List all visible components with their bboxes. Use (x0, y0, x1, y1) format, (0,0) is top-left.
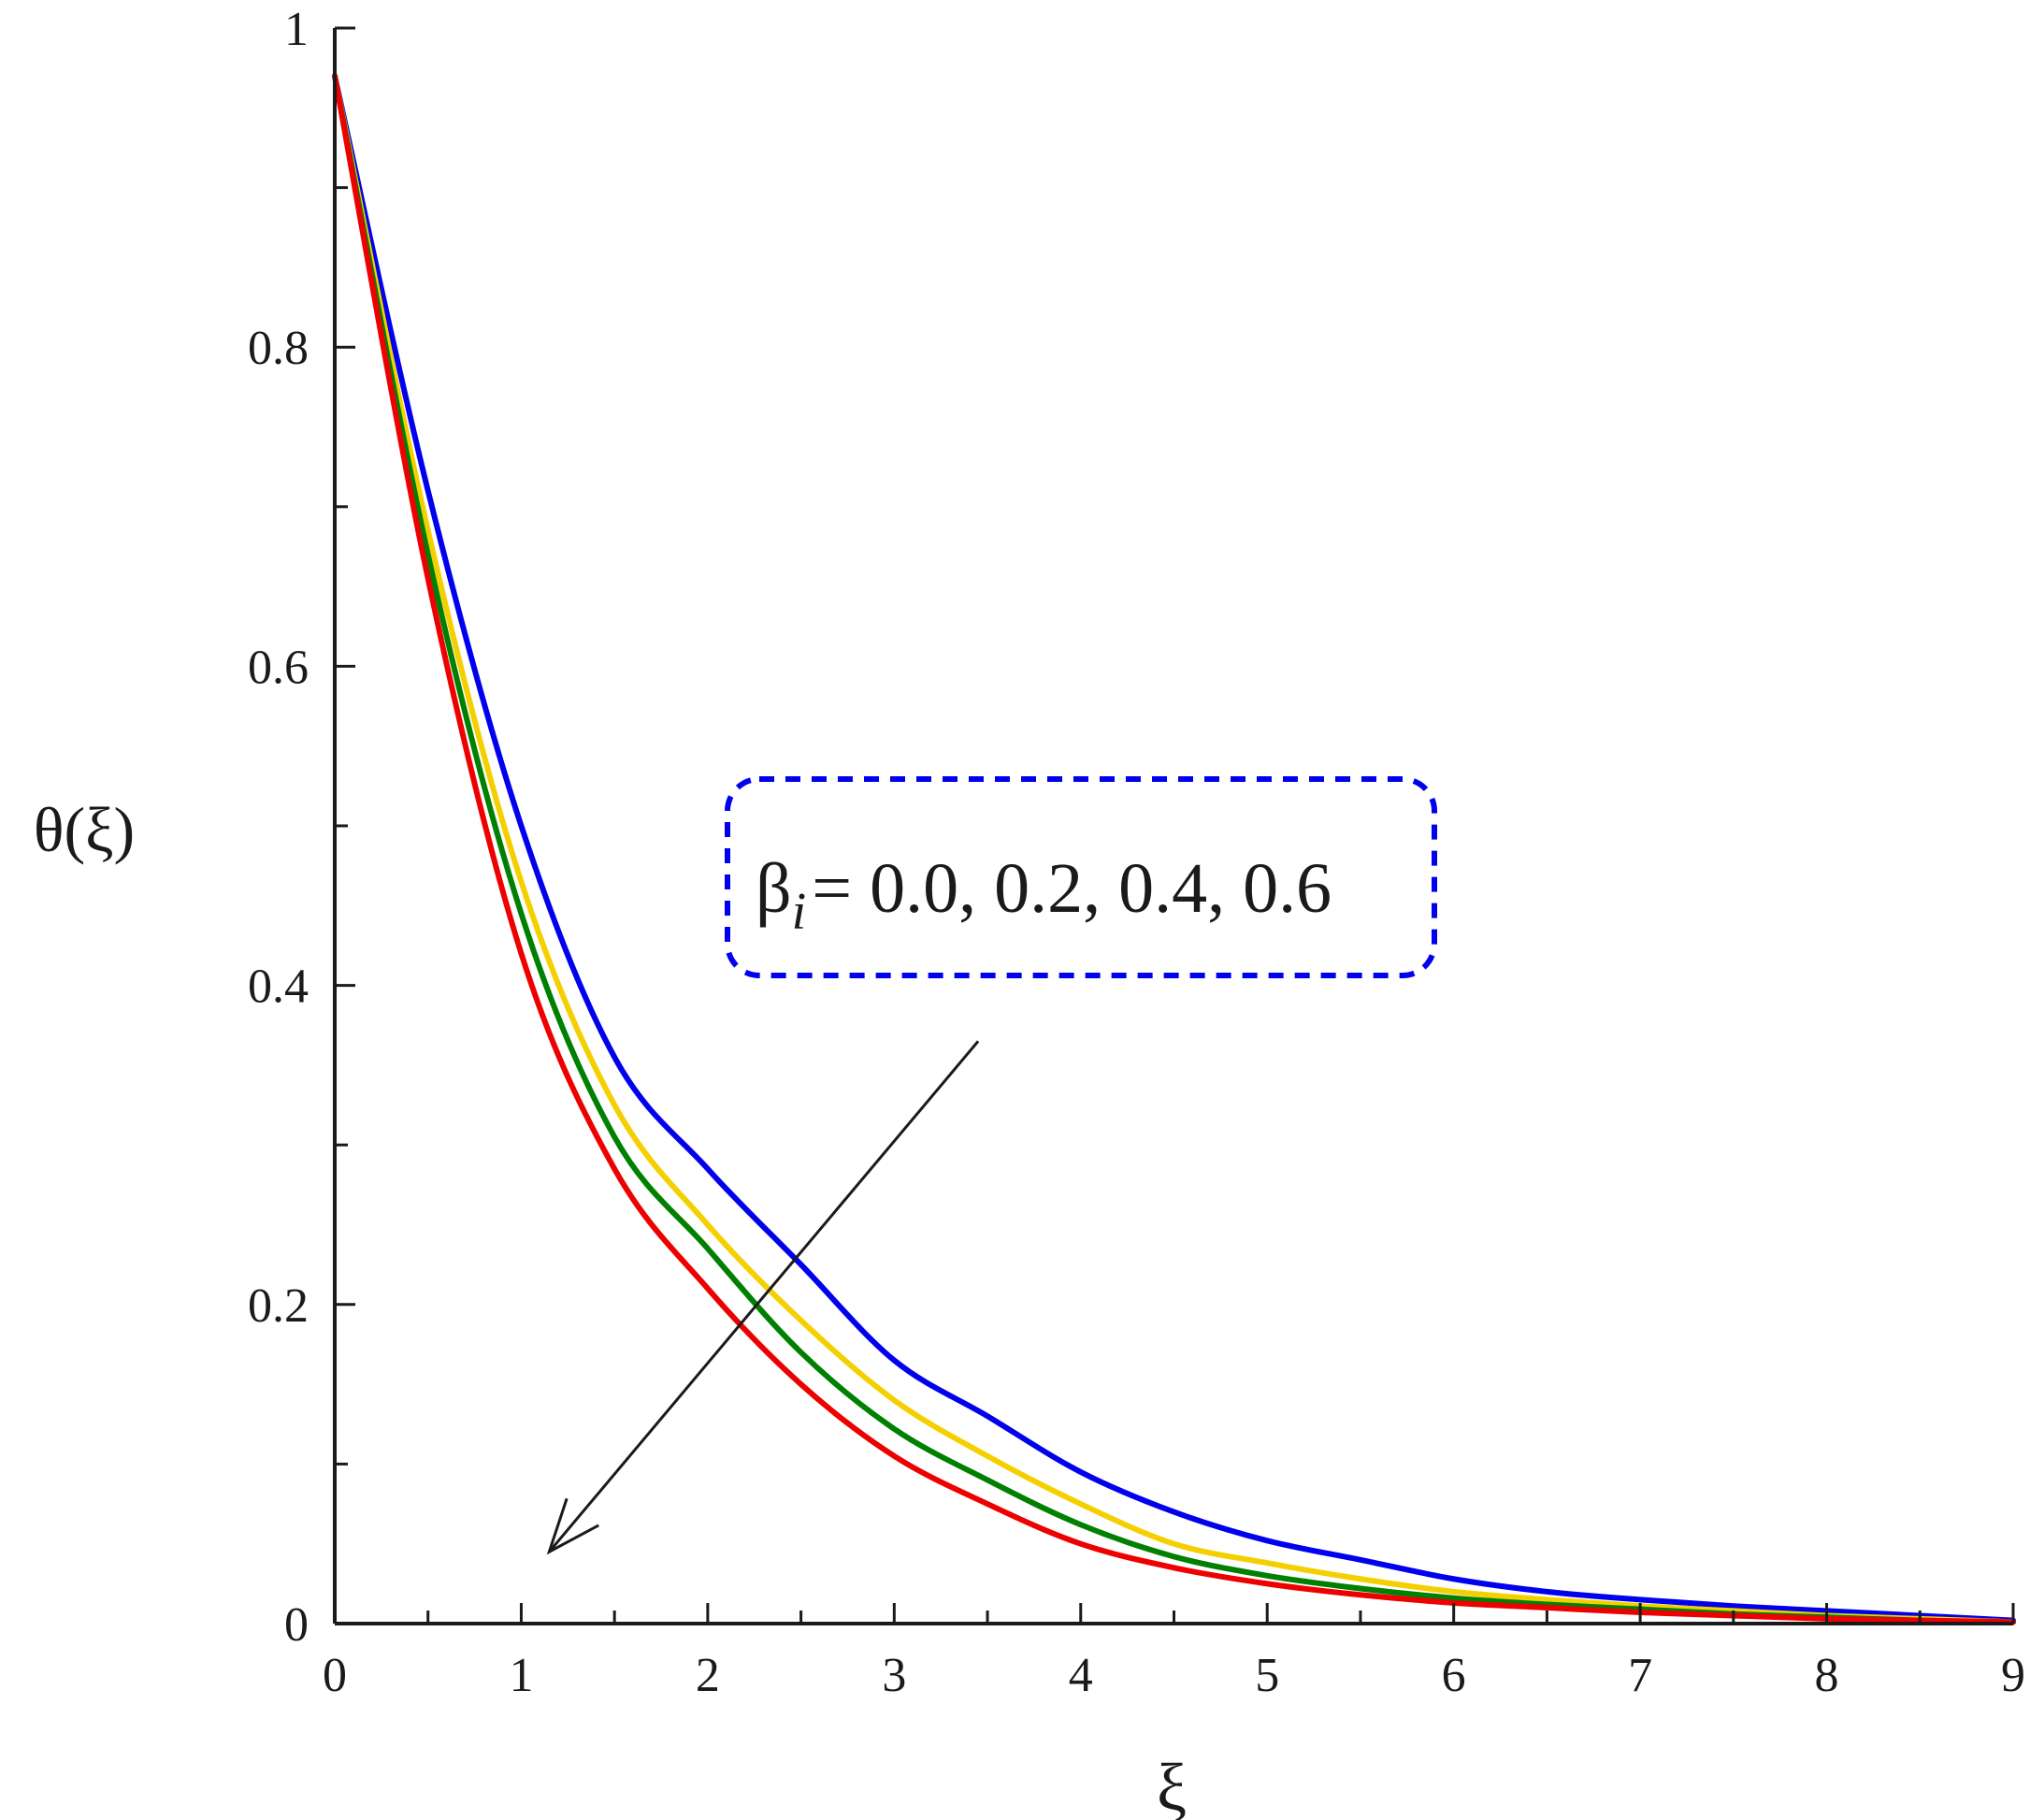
x-tick-label: 2 (696, 1649, 720, 1702)
svg-text:βi= 0.0, 0.2, 0.4, 0.6: βi= 0.0, 0.2, 0.4, 0.6 (756, 849, 1332, 941)
annotation-subscript: i (792, 883, 807, 941)
y-tick-label: 0.8 (248, 322, 309, 375)
y-tick-label: 0.4 (248, 961, 309, 1014)
x-tick-label: 1 (509, 1649, 533, 1702)
y-tick-label: 0 (284, 1598, 309, 1652)
x-tick-label: 5 (1255, 1649, 1279, 1702)
x-axis-label: ξ (1157, 1750, 1187, 1820)
series-line (332, 73, 2016, 1625)
x-tick-label: 8 (1815, 1649, 1839, 1702)
annotation-box (725, 776, 1437, 978)
ticks: 0 1 2 3 4 5 6 7 8 9 0 0.2 0.4 0.6 0.8 1 (248, 3, 2025, 1702)
y-tick-label: 0.2 (248, 1279, 309, 1333)
annotation-arrowhead (546, 1497, 599, 1555)
series-line (332, 73, 2016, 1625)
y-axis-label: θ(ξ) (34, 794, 135, 865)
x-tick-label: 3 (882, 1649, 906, 1702)
series-line (332, 73, 2016, 1624)
annotation-values: = 0.0, 0.2, 0.4, 0.6 (812, 849, 1332, 928)
axes (333, 28, 2013, 1625)
series-layer (332, 73, 2016, 1625)
x-tick-label: 0 (323, 1649, 347, 1702)
x-tick-label: 6 (1442, 1649, 1466, 1702)
annotation-arrow (548, 1040, 980, 1553)
x-tick-label: 4 (1069, 1649, 1093, 1702)
y-tick-label: 0.6 (248, 641, 309, 694)
x-tick-label: 9 (2001, 1649, 2025, 1702)
annotation: βi= 0.0, 0.2, 0.4, 0.6 (546, 776, 1437, 1555)
annotation-symbol: β (756, 849, 792, 928)
y-tick-label: 1 (284, 3, 309, 56)
x-tick-label: 7 (1628, 1649, 1652, 1702)
